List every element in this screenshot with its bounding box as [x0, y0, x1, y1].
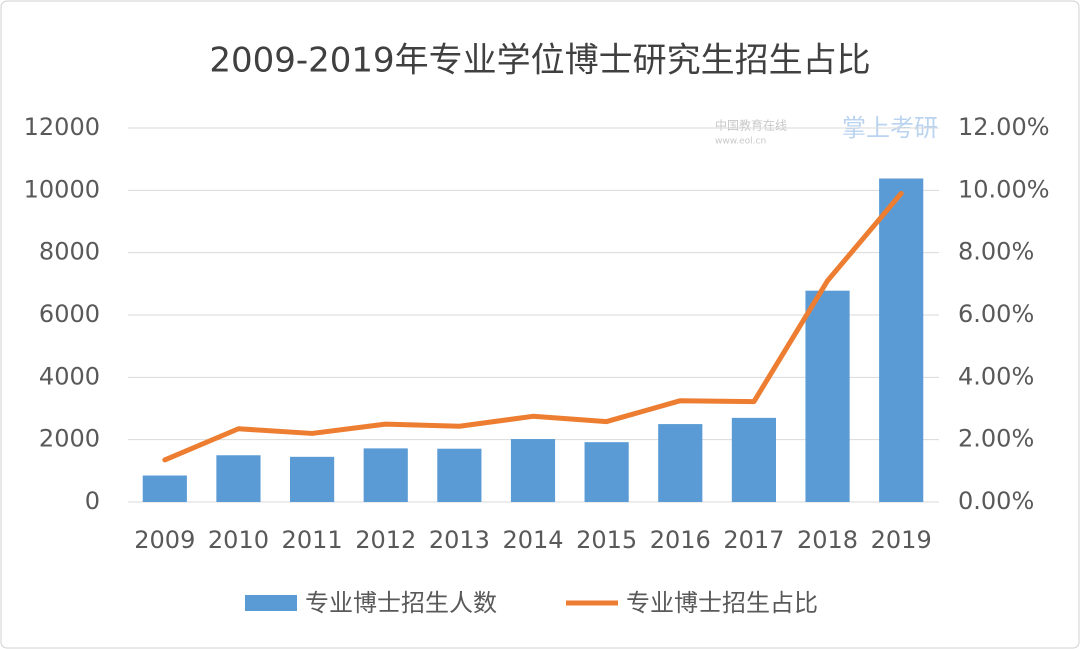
x-tick-label: 2014 — [502, 526, 563, 554]
y-tick-label: 0 — [85, 487, 100, 515]
x-tick-label: 2010 — [208, 526, 269, 554]
y2-tick-label: 4.00% — [958, 362, 1034, 390]
y-tick-label: 4000 — [39, 362, 100, 390]
x-tick-label: 2009 — [134, 526, 195, 554]
legend-label: 专业博士招生占比 — [626, 589, 818, 617]
bar — [363, 448, 408, 502]
y-tick-label: 8000 — [39, 238, 100, 266]
x-tick-label: 2015 — [576, 526, 637, 554]
x-tick-label: 2019 — [871, 526, 932, 554]
bar — [879, 178, 924, 503]
bar — [510, 439, 556, 502]
bar — [805, 290, 850, 502]
watermark: 中国教育在线 — [715, 118, 787, 133]
x-tick-label: 2018 — [797, 526, 858, 554]
chart-title: 2009-2019年专业学位博士研究生招生占比 — [209, 41, 870, 81]
y2-tick-label: 2.00% — [958, 425, 1034, 453]
x-tick-label: 2012 — [355, 526, 416, 554]
y2-tick-label: 6.00% — [958, 300, 1034, 328]
y-tick-label: 12000 — [24, 113, 100, 141]
watermark: www.eol.cn — [715, 137, 766, 147]
bar — [658, 424, 703, 502]
line — [162, 190, 904, 463]
x-tick-label: 2013 — [429, 526, 490, 554]
bar — [437, 448, 482, 502]
y-tick-label: 6000 — [39, 300, 100, 328]
y2-tick-label: 8.00% — [958, 238, 1034, 266]
y2-tick-label: 12.00% — [958, 113, 1050, 141]
x-tick-label: 2011 — [282, 526, 343, 554]
x-tick-label: 2017 — [723, 526, 784, 554]
y-tick-label: 2000 — [39, 425, 100, 453]
y-tick-label: 10000 — [24, 175, 100, 203]
bar — [142, 475, 187, 502]
y2-tick-label: 10.00% — [958, 175, 1050, 203]
legend-label: 专业博士招生人数 — [305, 589, 497, 617]
bar — [290, 456, 335, 502]
legend-swatch — [245, 595, 297, 611]
bar — [584, 442, 629, 502]
x-tick-label: 2016 — [650, 526, 711, 554]
y2-tick-label: 0.00% — [958, 487, 1034, 515]
bar — [731, 417, 776, 502]
bar — [216, 455, 261, 502]
